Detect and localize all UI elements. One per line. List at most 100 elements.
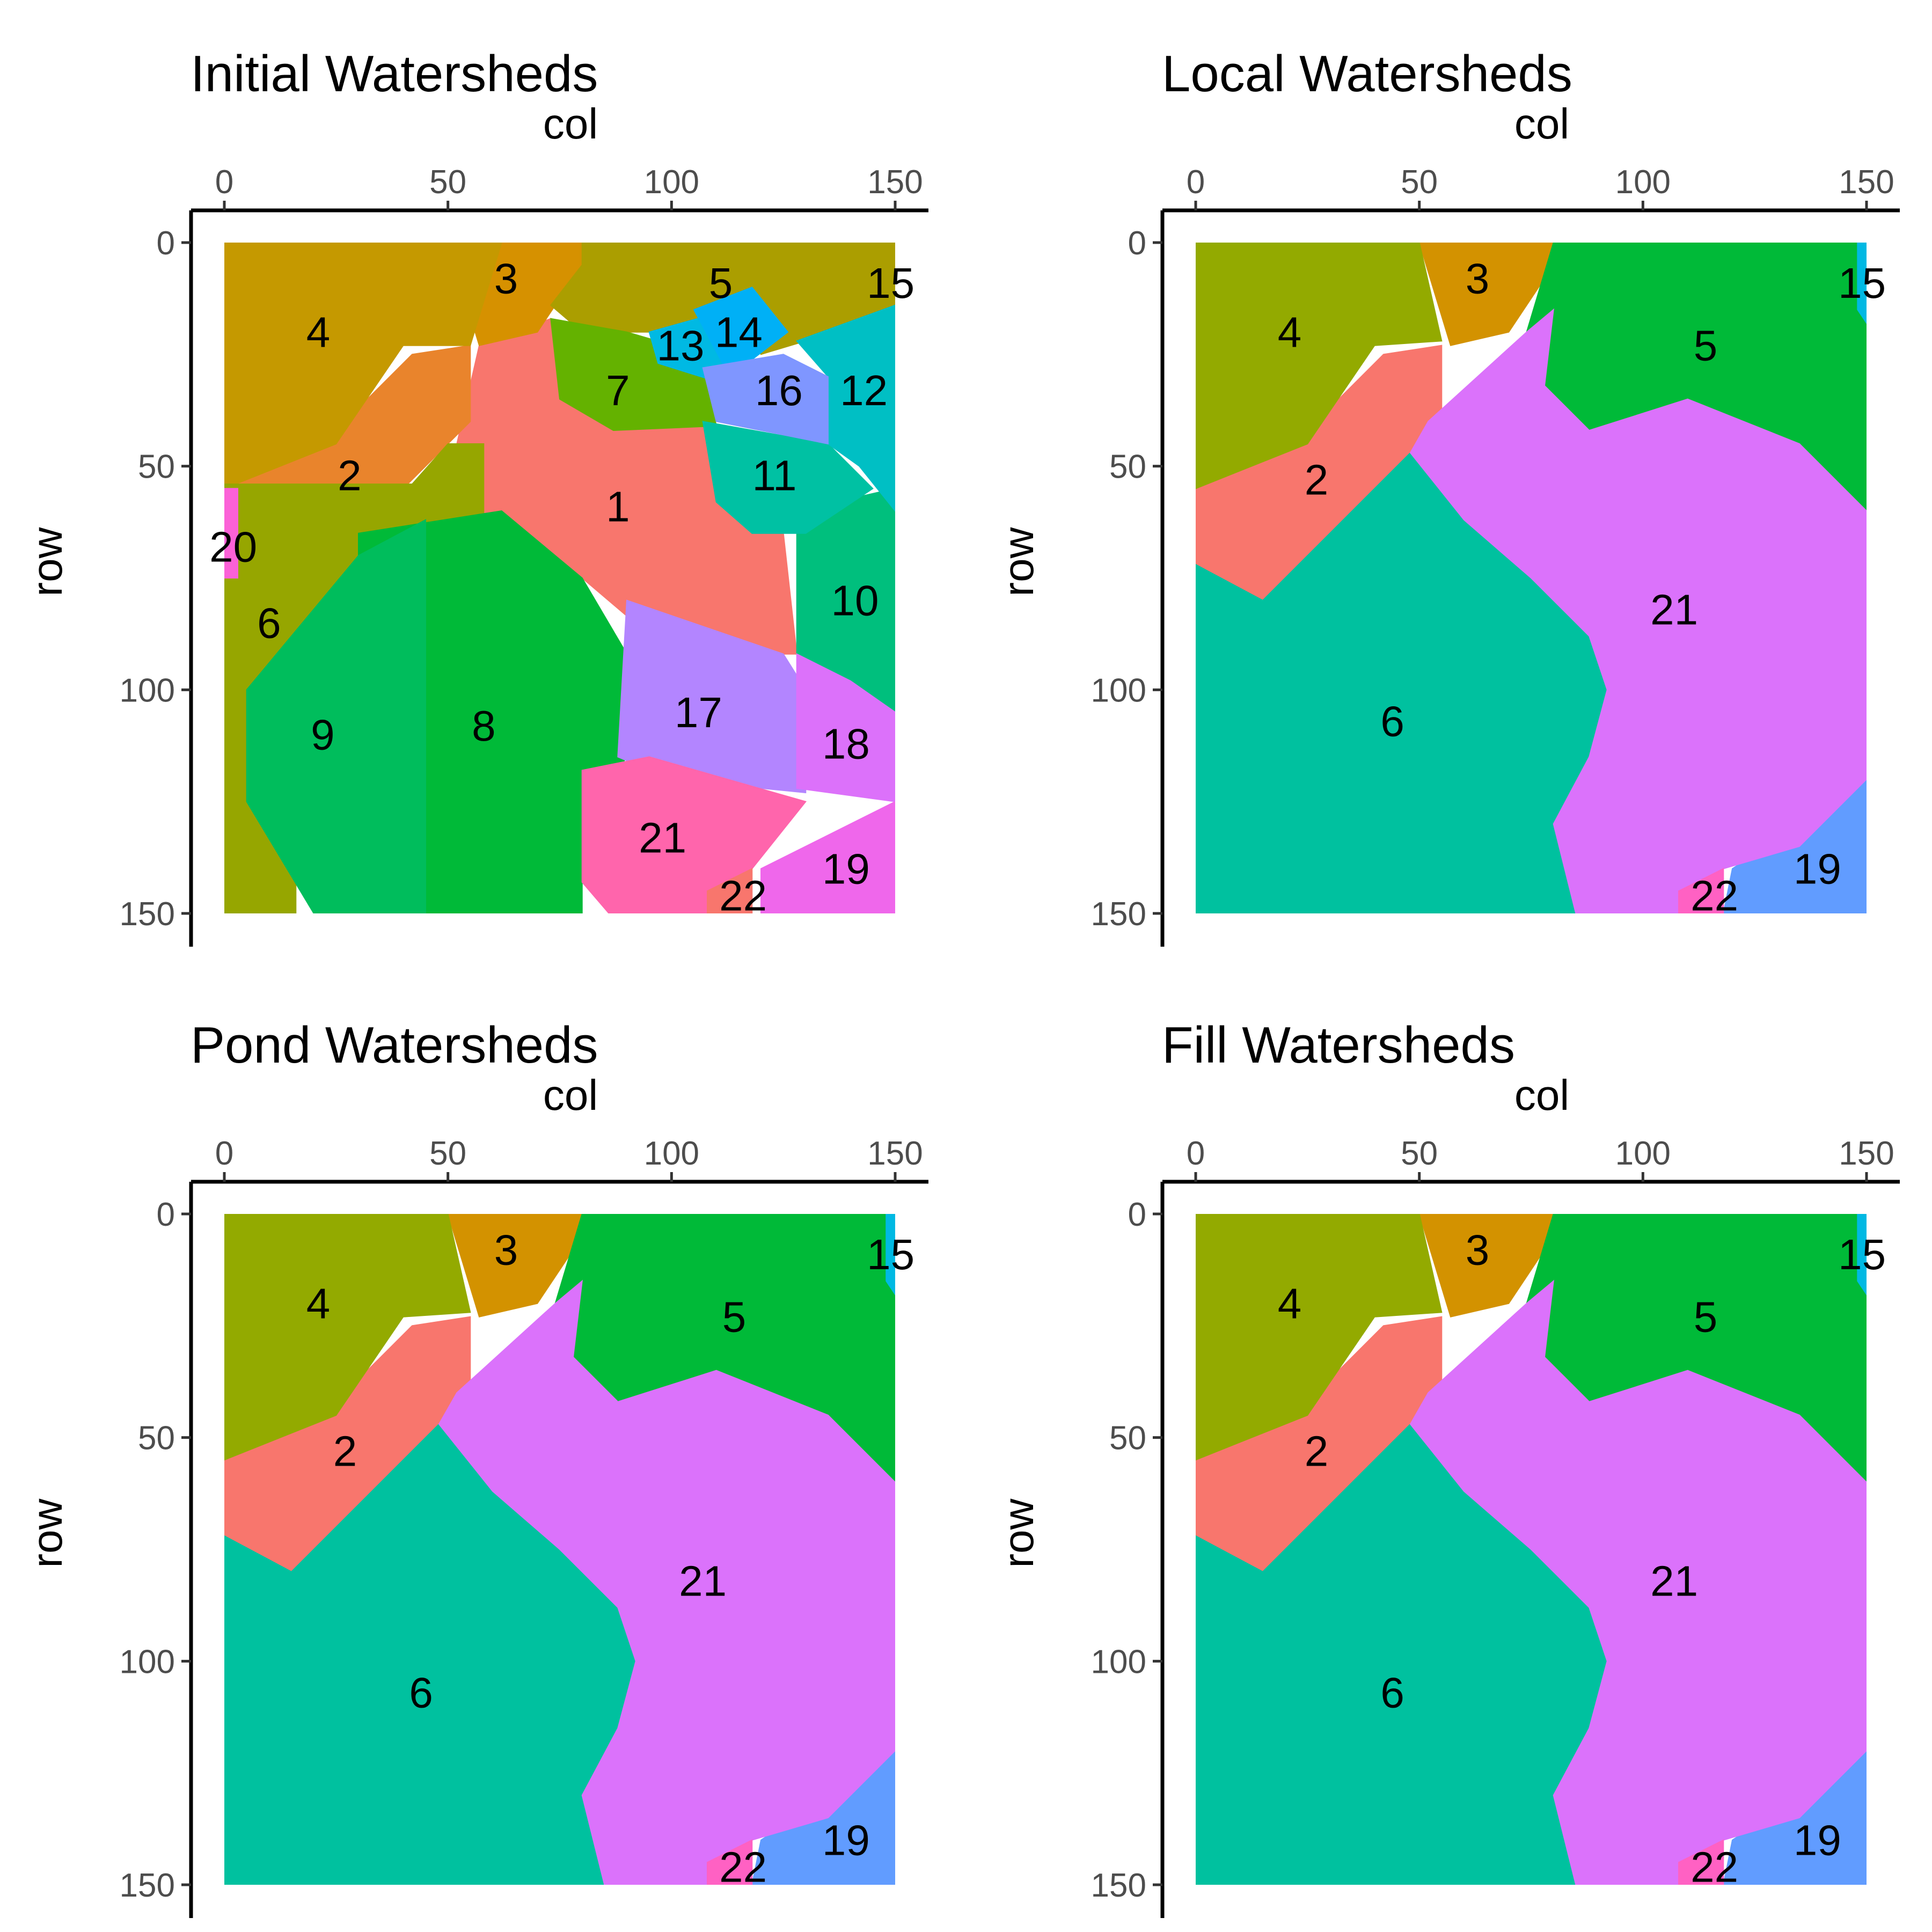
watershed-region-4 bbox=[224, 1214, 471, 1461]
watershed-label-3: 3 bbox=[1466, 1226, 1490, 1274]
watershed-label-19: 19 bbox=[1794, 845, 1841, 893]
panel-title: Initial Watersheds bbox=[191, 45, 598, 103]
watershed-region-15 bbox=[885, 1214, 895, 1296]
region-layer bbox=[224, 1214, 895, 1885]
x-tick-label: 0 bbox=[215, 1135, 233, 1172]
watershed-label-15: 15 bbox=[867, 259, 914, 307]
watershed-region-4 bbox=[1196, 1214, 1443, 1461]
watershed-label-6: 6 bbox=[1380, 698, 1404, 745]
x-tick-label: 100 bbox=[1615, 1135, 1671, 1172]
y-tick-label: 0 bbox=[157, 225, 175, 262]
watershed-label-22: 22 bbox=[719, 872, 767, 920]
watershed-label-6: 6 bbox=[257, 599, 281, 647]
panel-title: Pond Watersheds bbox=[191, 1016, 598, 1074]
watershed-label-3: 3 bbox=[494, 1226, 518, 1274]
watershed-label-3: 3 bbox=[494, 255, 518, 303]
x-tick-label: 0 bbox=[1187, 164, 1205, 201]
panel-2: Local Watersheds 2 3 4 5 6 15 19 21 22 0 50 100 150 0 5… bbox=[994, 45, 1900, 947]
x-axis-title: col bbox=[543, 100, 598, 148]
y-tick-label: 50 bbox=[1109, 449, 1146, 486]
region-layer bbox=[224, 243, 895, 913]
watershed-region-22 bbox=[1678, 868, 1724, 913]
watershed-label-5: 5 bbox=[709, 259, 733, 307]
watershed-region-14 bbox=[693, 287, 789, 378]
y-tick-label: 50 bbox=[138, 449, 175, 486]
y-tick-label: 150 bbox=[1091, 896, 1146, 933]
y-tick-label: 100 bbox=[120, 1643, 175, 1680]
y-axis-title: row bbox=[994, 1498, 1042, 1568]
y-tick-label: 150 bbox=[120, 896, 175, 933]
x-tick-label: 100 bbox=[1615, 164, 1671, 201]
watershed-label-22: 22 bbox=[1690, 1843, 1738, 1891]
x-axis-title: col bbox=[1514, 1071, 1569, 1119]
watershed-region-22 bbox=[1678, 1839, 1724, 1885]
watershed-label-11: 11 bbox=[752, 451, 796, 499]
panel-title: Fill Watersheds bbox=[1162, 1016, 1515, 1074]
y-tick-label: 50 bbox=[1109, 1420, 1146, 1457]
watershed-label-10: 10 bbox=[831, 577, 879, 625]
x-tick-label: 150 bbox=[867, 164, 923, 201]
y-axis-title: row bbox=[994, 527, 1042, 596]
watershed-label-22: 22 bbox=[719, 1843, 767, 1891]
watershed-label-5: 5 bbox=[722, 1293, 747, 1341]
watershed-label-21: 21 bbox=[1650, 586, 1698, 633]
panel-title: Local Watersheds bbox=[1162, 45, 1572, 103]
watershed-label-8: 8 bbox=[472, 702, 496, 750]
watershed-region-22 bbox=[707, 868, 753, 913]
watershed-label-17: 17 bbox=[675, 689, 722, 736]
watershed-label-22: 22 bbox=[1690, 872, 1738, 920]
watershed-label-6: 6 bbox=[409, 1669, 433, 1717]
watershed-region-16 bbox=[702, 354, 829, 445]
x-tick-label: 0 bbox=[215, 164, 233, 201]
watershed-label-7: 7 bbox=[606, 367, 630, 414]
y-tick-label: 150 bbox=[1091, 1867, 1146, 1904]
watershed-label-3: 3 bbox=[1466, 255, 1490, 303]
x-tick-label: 50 bbox=[429, 164, 466, 201]
panel-4: Fill Watersheds 2 3 4 5 6 15 19 21 22 0 50 100 150 0 50… bbox=[994, 1016, 1900, 1918]
y-tick-label: 150 bbox=[120, 1867, 175, 1904]
watershed-label-18: 18 bbox=[822, 720, 870, 767]
watershed-label-4: 4 bbox=[306, 309, 331, 356]
y-tick-label: 50 bbox=[138, 1420, 175, 1457]
watershed-label-16: 16 bbox=[755, 367, 803, 414]
y-axis-title: row bbox=[23, 1498, 71, 1568]
watershed-label-21: 21 bbox=[1650, 1557, 1698, 1605]
region-layer bbox=[1196, 243, 1867, 913]
watershed-label-2: 2 bbox=[1305, 456, 1329, 504]
watershed-region-15 bbox=[1857, 1214, 1867, 1296]
x-tick-label: 150 bbox=[1839, 164, 1894, 201]
x-tick-label: 0 bbox=[1187, 1135, 1205, 1172]
watershed-region-21 bbox=[581, 756, 807, 913]
x-axis-title: col bbox=[1514, 100, 1569, 148]
watershed-region-20 bbox=[224, 488, 238, 579]
watershed-label-5: 5 bbox=[1694, 322, 1718, 370]
watershed-label-2: 2 bbox=[333, 1428, 357, 1475]
x-tick-label: 100 bbox=[644, 164, 699, 201]
watershed-label-2: 2 bbox=[338, 451, 362, 499]
watershed-label-2: 2 bbox=[1305, 1428, 1329, 1475]
panel-3: Pond Watersheds 2 3 4 5 6 15 19 21 22 0 50 100 150 0 50… bbox=[23, 1016, 928, 1918]
watershed-label-4: 4 bbox=[306, 1280, 331, 1328]
watershed-label-21: 21 bbox=[679, 1557, 727, 1605]
watershed-label-13: 13 bbox=[657, 322, 705, 370]
watershed-label-19: 19 bbox=[1794, 1817, 1841, 1864]
x-axis-title: col bbox=[543, 1071, 598, 1119]
watershed-label-12: 12 bbox=[840, 367, 888, 414]
watershed-label-14: 14 bbox=[715, 309, 763, 356]
watershed-region-3 bbox=[1418, 1214, 1554, 1318]
watershed-region-3 bbox=[447, 1214, 583, 1318]
watershed-region-17 bbox=[617, 599, 807, 794]
y-tick-label: 0 bbox=[157, 1196, 175, 1233]
watershed-region-4 bbox=[224, 243, 502, 489]
watershed-label-15: 15 bbox=[1838, 1231, 1886, 1278]
y-tick-label: 0 bbox=[1128, 225, 1146, 262]
x-tick-label: 150 bbox=[867, 1135, 923, 1172]
x-tick-label: 150 bbox=[1839, 1135, 1894, 1172]
watershed-label-9: 9 bbox=[311, 711, 335, 759]
x-tick-label: 50 bbox=[429, 1135, 466, 1172]
watershed-label-20: 20 bbox=[209, 523, 257, 571]
x-tick-label: 50 bbox=[1401, 164, 1438, 201]
watershed-label-19: 19 bbox=[822, 845, 870, 893]
